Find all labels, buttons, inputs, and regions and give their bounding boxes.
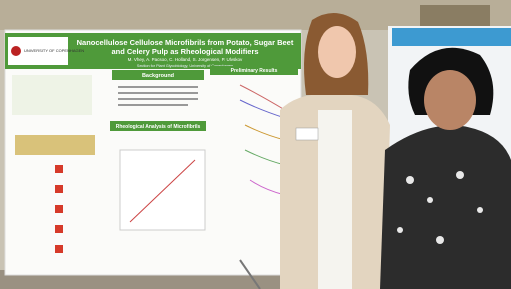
- poster-authors: M. Vhey, A. Pacsoo, C. Holland, S. Jorge…: [128, 57, 243, 62]
- background-shelf: [420, 5, 490, 27]
- dress: [318, 110, 352, 289]
- poster-title: and Celery Pulp as Rheological Modifiers: [111, 47, 258, 56]
- logo-text: UNIVERSITY OF COPENHAGEN: [24, 48, 84, 53]
- photo: UNIVERSITY OF COPENHAGEN Nanocellulose C…: [0, 0, 511, 289]
- name-badge: [296, 128, 318, 140]
- logo-seal: [11, 46, 21, 56]
- patterned-top: [380, 125, 511, 289]
- figure-image: [12, 75, 92, 115]
- section-title: Background: [142, 73, 174, 79]
- section-title: Preliminary Results: [231, 68, 278, 74]
- face: [424, 70, 476, 130]
- second-poster-header: [392, 28, 511, 46]
- section-title: Rheological Analysis of Microfibrils: [116, 124, 201, 130]
- vegetables-image: [15, 135, 95, 155]
- poster-title: Nanocellulose Cellulose Microfibrils fro…: [77, 38, 294, 47]
- page: {"poster": { "logo": "UNIVERSITY OF COPE…: [0, 0, 511, 289]
- face: [318, 26, 356, 78]
